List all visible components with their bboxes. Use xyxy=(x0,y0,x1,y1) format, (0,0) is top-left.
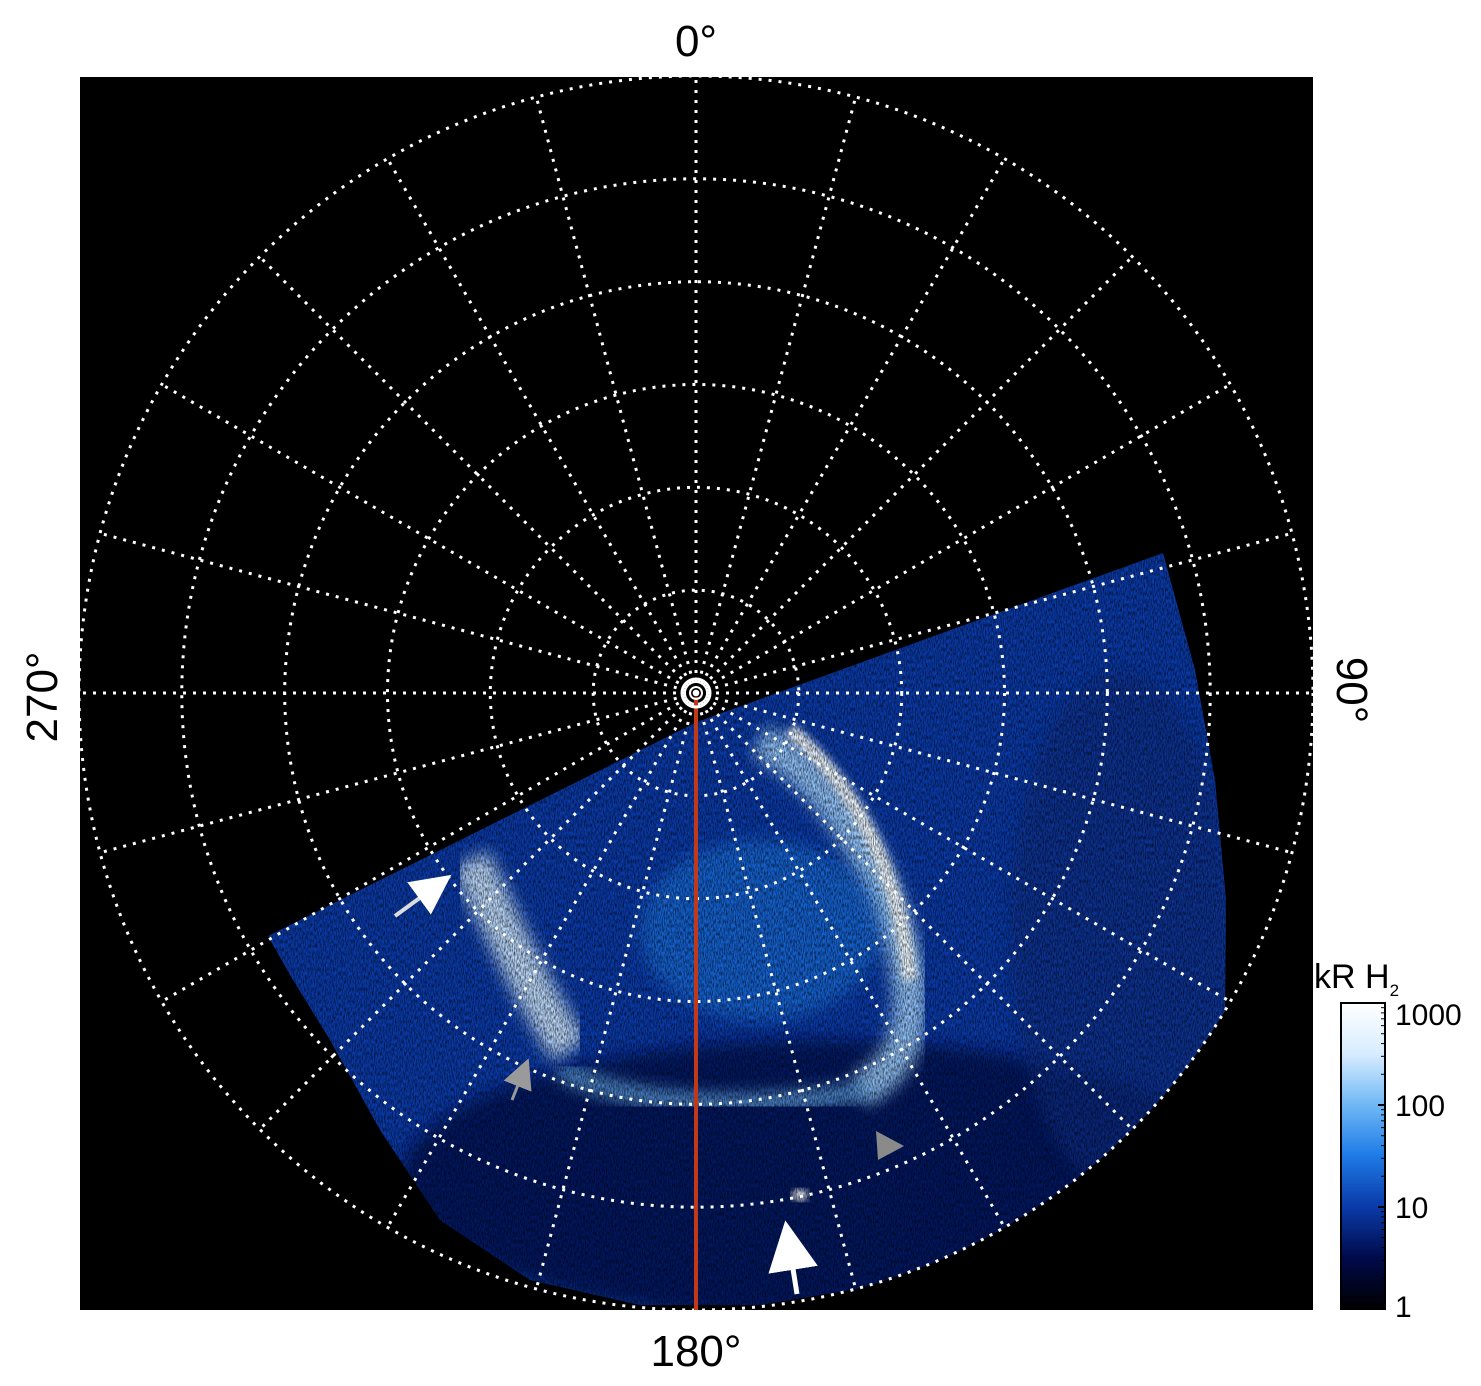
meridian-line xyxy=(534,692,698,1290)
colorbar-bar xyxy=(1340,1002,1386,1310)
meridian-line xyxy=(695,383,1232,695)
white-arrow-upper-left xyxy=(393,874,452,918)
meridian-line xyxy=(694,692,1006,1229)
colorbar-label-subscript: 2 xyxy=(1390,981,1399,1000)
gray-arrow-left xyxy=(503,1058,532,1101)
meridian-line xyxy=(694,691,1134,1131)
meridian-line xyxy=(258,255,698,695)
meridian-line xyxy=(694,255,1134,695)
colorbar-ticks: 1 10 100 1000 xyxy=(1378,999,1462,1324)
meridian-line xyxy=(99,531,697,695)
latitude-ring xyxy=(77,74,1315,1312)
meridian-line xyxy=(534,96,698,694)
gray-arrowhead-right xyxy=(876,1131,904,1160)
latitude-ring xyxy=(180,177,1212,1209)
meridian-line xyxy=(694,692,858,1290)
colorbar-tick-label: 10 xyxy=(1395,1192,1428,1225)
colorbar-tick-label: 1 xyxy=(1395,1291,1412,1324)
longitude-label-right: 90° xyxy=(1327,657,1376,724)
meridian-line xyxy=(386,157,698,694)
pole-marker xyxy=(680,677,712,709)
longitude-label-left: 270° xyxy=(18,651,67,742)
colorbar-label: kR H2 xyxy=(1314,958,1399,1000)
meridian-line xyxy=(694,96,858,694)
meridian-line xyxy=(694,157,1006,694)
colorbar: kR H2 1 10 100 1000 xyxy=(1314,958,1462,1324)
colorbar-tick-label: 100 xyxy=(1395,1090,1445,1123)
longitude-label-top: 0° xyxy=(675,17,717,66)
meridian-line xyxy=(160,383,697,695)
colorbar-tick-label: 1000 xyxy=(1395,999,1462,1032)
meridian-line xyxy=(695,691,1232,1003)
meridian-line xyxy=(695,531,1293,695)
meridian-line xyxy=(160,691,697,1003)
meridian-line xyxy=(695,691,1293,855)
meridian-line xyxy=(99,691,697,855)
feature-arrows xyxy=(393,874,904,1295)
white-arrow-bottom xyxy=(768,1220,818,1295)
meridian-line xyxy=(258,691,698,1131)
longitude-label-bottom: 180° xyxy=(650,1327,741,1376)
polar-grid xyxy=(77,74,1315,1312)
meridian-line xyxy=(386,692,698,1229)
colorbar-label-main: kR H xyxy=(1314,958,1390,996)
latitude-ring xyxy=(386,383,1006,1003)
